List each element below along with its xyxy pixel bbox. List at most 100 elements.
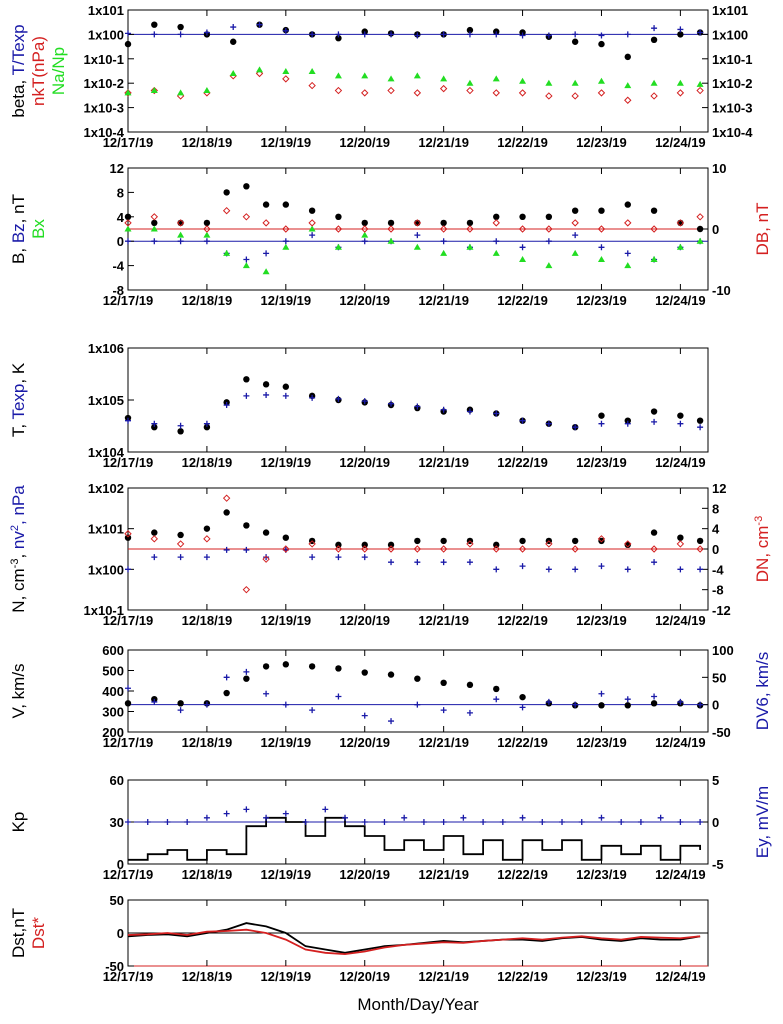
series-n (124, 509, 704, 549)
data-point (150, 225, 158, 232)
data-point (519, 29, 526, 36)
axis-label-part: Dst,nT (9, 908, 28, 958)
data-point (335, 34, 342, 42)
data-point (151, 21, 158, 28)
x-tick-label: 12/24/19 (655, 613, 706, 628)
data-point (545, 79, 553, 86)
data-point (335, 554, 342, 561)
data-point (243, 392, 250, 399)
data-point (361, 31, 368, 38)
data-point (361, 545, 369, 553)
axis-label-part: B, (9, 243, 28, 264)
data-point (493, 685, 500, 693)
data-point (361, 712, 368, 719)
data-point (624, 96, 632, 104)
data-point (571, 79, 579, 86)
data-point (697, 819, 704, 825)
data-point (545, 420, 552, 427)
data-point (519, 814, 526, 821)
y-tick-label-right: 0 (712, 222, 719, 237)
axis-label-part: DN, cm (753, 526, 772, 583)
series-dst (127, 928, 701, 956)
data-point (572, 232, 579, 239)
data-point (696, 537, 704, 545)
x-tick-label: 12/17/19 (103, 867, 154, 882)
data-point (176, 219, 185, 227)
x-tick-label: 12/20/19 (339, 135, 390, 150)
x-tick-label: 12/22/19 (497, 455, 548, 470)
x-tick-label: 12/19/19 (261, 455, 312, 470)
data-point (676, 219, 685, 227)
data-point (361, 238, 368, 245)
data-point (499, 819, 506, 825)
axis-label-part: nv (9, 531, 28, 549)
data-point (263, 690, 270, 697)
data-point (256, 21, 263, 28)
axis-label-part: , (9, 549, 28, 558)
data-point (624, 541, 631, 549)
data-point (677, 534, 684, 541)
axis-label-part: -3 (753, 516, 765, 526)
x-tick-label: 12/20/19 (339, 613, 390, 628)
y-tick-label-right: 1x10-2 (712, 76, 752, 91)
data-point (229, 69, 237, 76)
x-tick-label: 12/18/19 (182, 455, 233, 470)
data-point (387, 75, 395, 82)
data-point (125, 819, 131, 825)
data-point (676, 79, 684, 86)
y-axis-label-right: DB, nT (753, 203, 772, 256)
data-point (387, 86, 395, 95)
x-tick-label: 12/17/19 (103, 135, 154, 150)
data-point (650, 92, 658, 100)
data-point (414, 232, 421, 239)
data-point (466, 26, 474, 34)
data-point (361, 72, 369, 79)
data-point (256, 66, 264, 73)
y-tick-label-left: 400 (102, 684, 124, 699)
data-point (413, 89, 422, 97)
y-tick-label-right: -10 (712, 283, 731, 298)
data-point (598, 244, 605, 251)
data-point (624, 696, 631, 703)
y-tick-label-left: 12 (110, 161, 124, 176)
x-tick-label: 12/21/19 (418, 969, 469, 984)
data-point (177, 700, 184, 707)
y-tick-label-right: 0 (712, 698, 719, 713)
data-point (466, 79, 474, 86)
y-axis-label-right: DV6, km/s (753, 652, 772, 730)
y-axis-label-left: V, km/s (9, 663, 28, 718)
data-point (624, 219, 632, 227)
data-point (493, 566, 500, 573)
y-tick-label-right: 12 (712, 481, 726, 496)
data-point (650, 408, 658, 415)
data-point (334, 86, 343, 95)
data-point (151, 554, 158, 561)
data-point (177, 422, 184, 429)
data-point (223, 674, 230, 681)
data-point (177, 707, 184, 714)
data-point (335, 665, 342, 672)
x-tick-label: 12/17/19 (103, 735, 154, 750)
axis-label-part: Na/Np (49, 47, 68, 95)
y-tick-label-left: -50 (105, 959, 124, 974)
data-point (124, 530, 132, 538)
data-point (282, 238, 289, 245)
axis-label-part: , K (9, 362, 28, 383)
data-point (492, 219, 500, 227)
x-tick-label: 12/21/19 (418, 135, 469, 150)
x-tick-label: 12/24/19 (655, 735, 706, 750)
data-point (460, 814, 467, 821)
data-point (282, 810, 289, 817)
data-point (519, 77, 527, 84)
data-point (624, 250, 631, 257)
data-point (519, 417, 526, 424)
data-point (413, 219, 422, 227)
series-dn (124, 494, 704, 594)
x-tick-label: 12/19/19 (261, 735, 312, 750)
data-point (203, 701, 210, 708)
axis-label-part: Dst* (29, 917, 48, 950)
data-point (151, 698, 158, 705)
x-tick-label: 12/18/19 (182, 735, 233, 750)
panel-p4: 12/17/19 12/18/19 12/19/19 12/20/19 12/21/19… (9, 481, 772, 628)
data-point (223, 402, 230, 409)
